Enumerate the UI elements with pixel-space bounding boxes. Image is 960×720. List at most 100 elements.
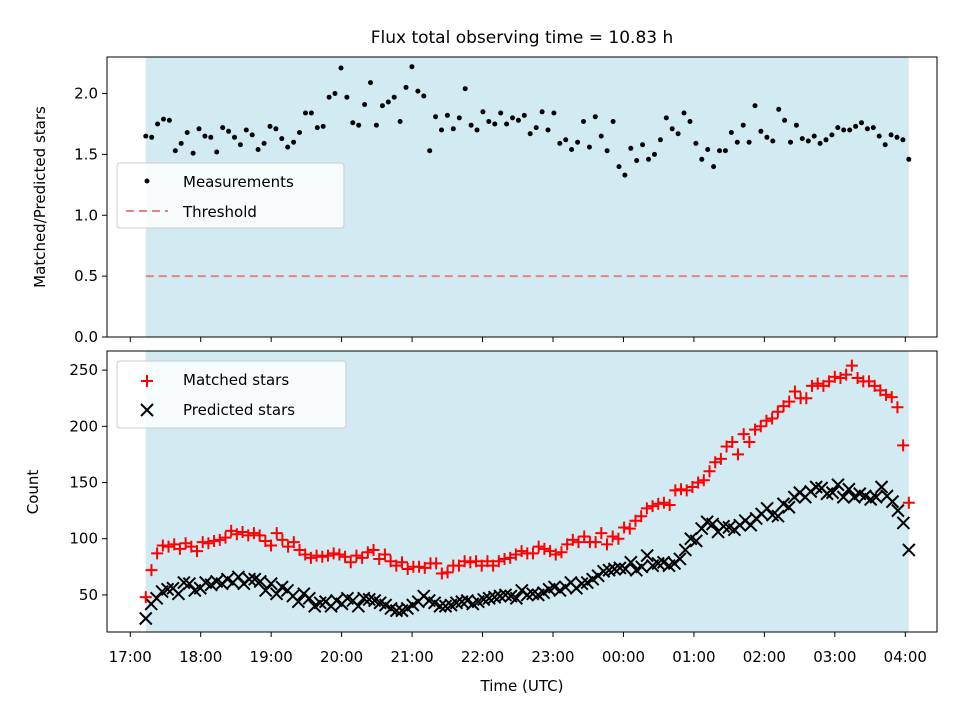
measurement-point [297,130,302,135]
predicted-star-point [476,592,491,607]
matched-star-point [760,414,773,427]
measurement-point [711,164,717,170]
matched-star-point [396,556,409,569]
matched-star-point [578,530,591,543]
measurement-point [527,131,533,137]
matched-star-point [253,529,266,542]
measurement-point [805,138,811,144]
count-y-tick-label: 50 [79,586,98,604]
measurement-point [657,137,663,143]
measurement-point [421,93,427,99]
measurement-point [882,142,888,148]
measurement-point [634,158,640,163]
predicted-star-point [891,503,905,518]
matched-star-point [430,557,443,570]
measurement-point [314,125,320,131]
predicted-star-point [357,591,371,605]
matched-star-point [333,548,346,561]
predicted-star-point [640,548,654,563]
measurement-point [510,115,515,121]
predicted-star-point [771,509,785,523]
matched-star-point [566,533,579,546]
legend-marker-measurements [144,178,150,184]
measurement-point [734,139,740,145]
measurement-point [273,126,279,132]
measurement-point [439,127,444,133]
matched-star-point [213,533,226,546]
count-legend: Matched stars Predicted stars [116,360,347,429]
measurement-point [332,91,338,96]
predicted-star-point [139,611,153,626]
predicted-star-point [449,596,464,610]
predicted-star-point [498,588,513,602]
predicted-star-point [825,485,840,500]
predicted-star-point [575,576,589,591]
ratio-y-tick-label: 1.5 [74,145,98,163]
predicted-star-point [716,519,731,534]
predicted-star-point [487,590,502,604]
predicted-star-point [869,490,883,504]
measurement-point [870,125,876,131]
measurement-point [853,123,859,129]
matched-star-point [401,563,414,576]
measurement-point [563,137,569,143]
measurement-point [728,130,734,135]
predicted-star-point [362,592,376,607]
measurement-point [226,128,232,134]
measurement-point [640,142,646,148]
predicted-star-point [291,594,306,609]
measurement-point [255,147,261,152]
predicted-star-point [624,555,638,570]
count-x-tick-label: 04:00 [884,648,927,666]
matched-star-point [714,452,727,465]
predicted-star-point [874,480,889,494]
measurement-point [663,115,669,121]
matched-star-point [139,591,152,604]
matched-star-point [304,551,317,564]
measurement-point [409,64,415,70]
matched-star-point [151,547,164,560]
predicted-star-point [389,603,404,618]
measurement-point [864,126,870,132]
matched-star-point [208,534,221,547]
measurement-point [533,125,539,131]
measurement-point [717,148,722,154]
ratio-y-tick-label: 1.0 [74,206,98,224]
measurement-point [847,127,853,133]
matched-star-point [310,549,323,562]
measurement-point [308,110,314,116]
measurement-point [232,134,237,140]
measurement-point [143,133,149,139]
measurement-point [699,156,705,162]
ratio-y-tick-label: 2.0 [74,85,98,103]
measurement-point [267,123,273,129]
count-y-axis-label: Count [24,470,42,515]
measurement-point [575,139,581,145]
measurement-point [450,126,456,132]
ratio-y-tick-label: 0.0 [74,328,98,346]
matched-star-point [532,540,545,553]
matched-star-point [828,370,841,383]
matched-star-point [276,533,289,546]
matched-star-point [623,522,636,535]
matched-star-point [230,528,243,541]
measurement-point [876,133,882,139]
count-legend-box [116,360,347,429]
count-y-tick-label: 200 [69,417,98,435]
predicted-star-point [171,587,186,601]
predicted-star-point [613,561,627,575]
predicted-star-point [177,575,191,590]
matched-star-point [806,379,819,392]
measurement-point [202,133,208,139]
predicted-star-point [438,599,453,613]
measurement-point [237,142,243,148]
count-panel: 50 100 150 200 250 17:00 18:00 19:00 20:00 21:00… [24,350,938,695]
predicted-star-point [602,563,616,577]
legend-label-matched: Matched stars [183,371,289,389]
matched-star-point [731,448,744,461]
count-x-tick-label: 03:00 [813,648,856,666]
count-x-tick-label: 00:00 [602,648,645,666]
legend-marker-predicted [140,403,154,417]
matched-star-point [265,539,278,552]
measurement-point [776,106,782,112]
